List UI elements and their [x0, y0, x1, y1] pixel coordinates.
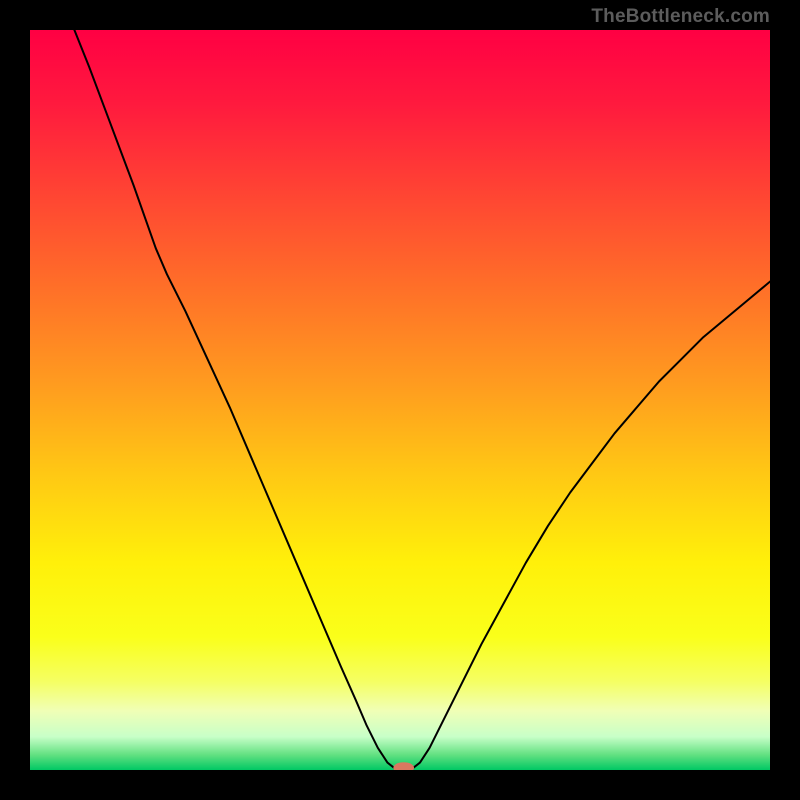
watermark-text: TheBottleneck.com: [591, 6, 770, 28]
chart-area: [30, 30, 770, 770]
bottleneck-curve-chart: [30, 30, 770, 770]
gradient-background: [30, 30, 770, 770]
